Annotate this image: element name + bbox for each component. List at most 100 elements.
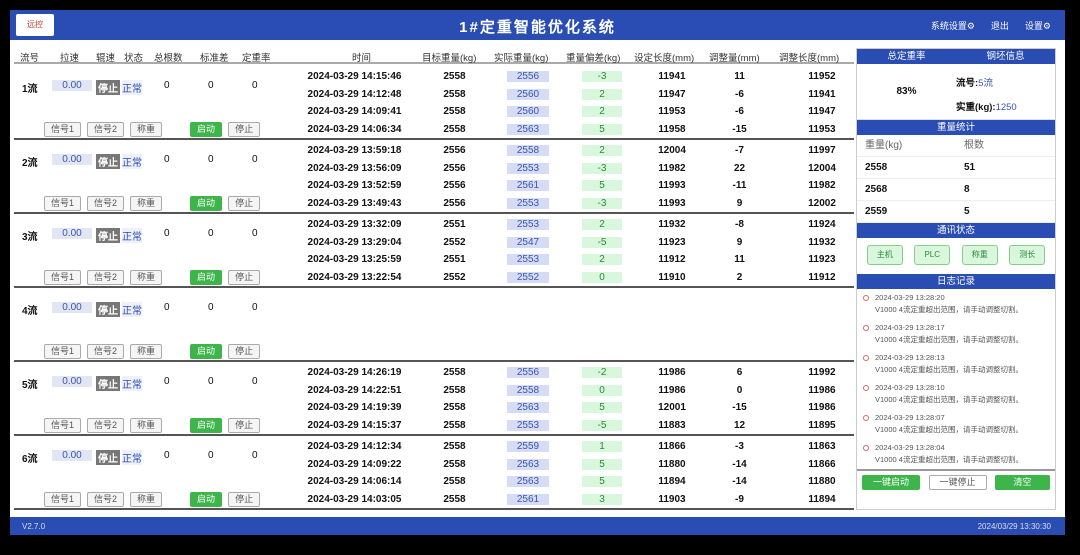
comm-status-2[interactable]: 称重 <box>961 245 998 265</box>
stop-button[interactable]: 停止 <box>228 270 261 285</box>
stats-header: 重量(kg) 根数 <box>857 135 1055 157</box>
column-header-10: 重量偏差(kg) <box>566 53 621 64</box>
start-button[interactable]: 启动 <box>190 122 223 137</box>
std-dev: 0 <box>208 450 214 461</box>
comm-status-0[interactable]: 主机 <box>866 245 903 265</box>
target-weight-cell: 2551 <box>443 254 466 265</box>
signal2-button[interactable]: 信号2 <box>87 492 125 507</box>
page-title: 1#定重智能优化系统 <box>459 19 616 36</box>
record-list[interactable]: 2024-03-29 14:30:16255825580119922012012… <box>292 362 852 434</box>
std-dev: 0 <box>208 228 214 239</box>
status-badge: 正常 <box>122 302 142 317</box>
signal2-button[interactable]: 信号2 <box>87 196 125 211</box>
signal1-button[interactable]: 信号1 <box>44 344 82 359</box>
record-list[interactable]: 2024-03-29 13:59:18 2556 2558 2 12004 -7 11997… <box>292 140 852 212</box>
time-cell: 2024-03-29 14:03:05 <box>307 493 402 505</box>
adjustment-cell: 11 <box>734 254 745 265</box>
table-row: 2024-03-29 13:32:09 2551 2553 2 11932 -8 11924 <box>292 216 852 234</box>
set-length-cell: 11883 <box>658 419 686 431</box>
adjustment-cell: 6 <box>736 367 743 378</box>
start-button[interactable]: 启动 <box>190 270 223 285</box>
signal1-button[interactable]: 信号1 <box>44 270 82 285</box>
start-button[interactable]: 启动 <box>190 196 223 211</box>
weigh-button[interactable]: 称重 <box>130 418 163 433</box>
stop-button[interactable]: 停止 <box>228 344 261 359</box>
signal2-button[interactable]: 信号2 <box>87 418 125 433</box>
time-cell: 2024-03-29 13:59:18 <box>307 145 402 156</box>
log-time: 2024-03-29 13:28:13 <box>875 353 945 362</box>
log-message: V1000 4流定重超出范围，请手动调整切割。 <box>875 365 1023 374</box>
count-cell: 51 <box>964 162 976 173</box>
log-message: V1000 4流定重超出范围，请手动调整切割。 <box>875 305 1023 314</box>
adjustment-cell: 11 <box>734 71 745 82</box>
weigh-button[interactable]: 称重 <box>130 196 163 211</box>
weigh-button[interactable]: 称重 <box>130 122 163 137</box>
time-cell: 2024-03-29 13:52:59 <box>307 180 402 191</box>
stop-button[interactable]: 停止 <box>228 418 261 433</box>
status-badge: 正常 <box>122 154 142 169</box>
signal1-button[interactable]: 信号1 <box>44 196 82 211</box>
start-button[interactable]: 启动 <box>190 344 223 359</box>
stop-button[interactable]: 停止 <box>228 122 261 137</box>
weight-value: 1250 <box>995 102 1017 113</box>
stream-name: 6流 <box>22 454 38 465</box>
actual-weight-cell: 2552 <box>507 271 549 283</box>
log-bullet-icon <box>863 295 869 301</box>
stream-controls: 1流 0.00 停止 正常 0 0 0 信号1 信号2 称重 启动 停止 <box>14 66 289 140</box>
weigh-button[interactable]: 称重 <box>130 344 163 359</box>
logout-link[interactable]: 退出 <box>990 21 1009 31</box>
button-row: 信号1 信号2 称重 启动 停止 <box>44 492 261 507</box>
target-weight-cell: 2552 <box>443 236 466 248</box>
table-row: 2024-03-29 13:22:54 2552 2552 0 11910 2 11912 <box>292 269 852 287</box>
rate: 0 <box>252 154 258 165</box>
stop-button[interactable]: 停止 <box>228 492 261 507</box>
button-row: 信号1 信号2 称重 启动 停止 <box>44 344 261 359</box>
stop-button[interactable]: 停止 <box>228 196 261 211</box>
start-all-button[interactable]: 一键启动 <box>862 475 920 490</box>
record-list[interactable]: 2024-03-29 14:18:5725582560211952-811944… <box>292 66 852 138</box>
table-row: 2024-03-29 13:59:18 2556 2558 2 12004 -7 11997 <box>292 142 852 160</box>
stream-block: 1流 0.00 停止 正常 0 0 0 信号1 信号2 称重 启动 停止 2024-03-29 14:1… <box>14 66 854 140</box>
table-row: 2024-03-29 14:06:14 2558 2563 5 11894 -14 1188… <box>292 473 852 491</box>
time-cell: 2024-03-29 14:22:51 <box>307 384 402 396</box>
table-row: 2024-03-29 14:19:39 2558 2563 5 12001 -15 1198… <box>292 399 852 417</box>
signal1-button[interactable]: 信号1 <box>44 122 82 137</box>
adjustment-cell: -11 <box>732 180 747 191</box>
start-button[interactable]: 启动 <box>190 492 223 507</box>
actual-weight-cell: 2553 <box>507 197 549 209</box>
stop-all-button[interactable]: 一键停止 <box>928 475 987 490</box>
start-button[interactable]: 启动 <box>190 418 223 433</box>
clear-button[interactable]: 清空 <box>995 475 1050 490</box>
time-cell: 2024-03-29 14:06:34 <box>307 123 402 135</box>
table-row: 2024-03-29 14:12:48 2558 2560 2 11947 -6 11941 <box>292 86 852 104</box>
adjustment-cell: -15 <box>732 123 747 135</box>
actual-weight-cell: 2563 <box>507 476 549 487</box>
signal1-button[interactable]: 信号1 <box>44 492 82 507</box>
set-length-cell: 11932 <box>658 219 686 230</box>
record-list[interactable]: 2024-03-29 13:35:1425522553111924-111923… <box>292 214 852 286</box>
signal2-button[interactable]: 信号2 <box>87 122 125 137</box>
set-length-cell: 11923 <box>658 236 686 248</box>
weight-deviation-cell: -3 <box>582 71 622 82</box>
stream-label: 流号: <box>956 78 979 89</box>
signal2-button[interactable]: 信号2 <box>87 270 125 285</box>
signal2-button[interactable]: 信号2 <box>87 344 125 359</box>
comm-status-3[interactable]: 测长 <box>1009 245 1046 265</box>
settings-link[interactable]: 设置⚙ <box>1024 21 1051 31</box>
set-length-cell: 11982 <box>658 162 686 174</box>
stream-name: 4流 <box>22 306 38 317</box>
set-length-cell: 11912 <box>658 254 686 265</box>
weigh-button[interactable]: 称重 <box>130 492 163 507</box>
record-list[interactable]: 2024-03-29 14:12:34 2558 2559 1 11866 -3 11863… <box>292 436 852 508</box>
log-list[interactable]: 2024-03-29 13:28:20 V1000 4流定重超出范围，请手动调整切… <box>857 289 1055 471</box>
system-settings-link[interactable]: 系统设置⚙ <box>930 21 975 31</box>
total-count: 0 <box>164 376 170 387</box>
comm-status-1[interactable]: PLC <box>914 245 951 265</box>
signal1-button[interactable]: 信号1 <box>44 418 82 433</box>
log-bullet-icon <box>863 385 869 391</box>
actual-weight-cell: 2558 <box>507 145 549 156</box>
set-length-cell: 12001 <box>658 402 686 413</box>
weigh-button[interactable]: 称重 <box>130 270 163 285</box>
record-list[interactable] <box>292 288 852 360</box>
column-header-8: 目标重量(kg) <box>422 53 477 64</box>
